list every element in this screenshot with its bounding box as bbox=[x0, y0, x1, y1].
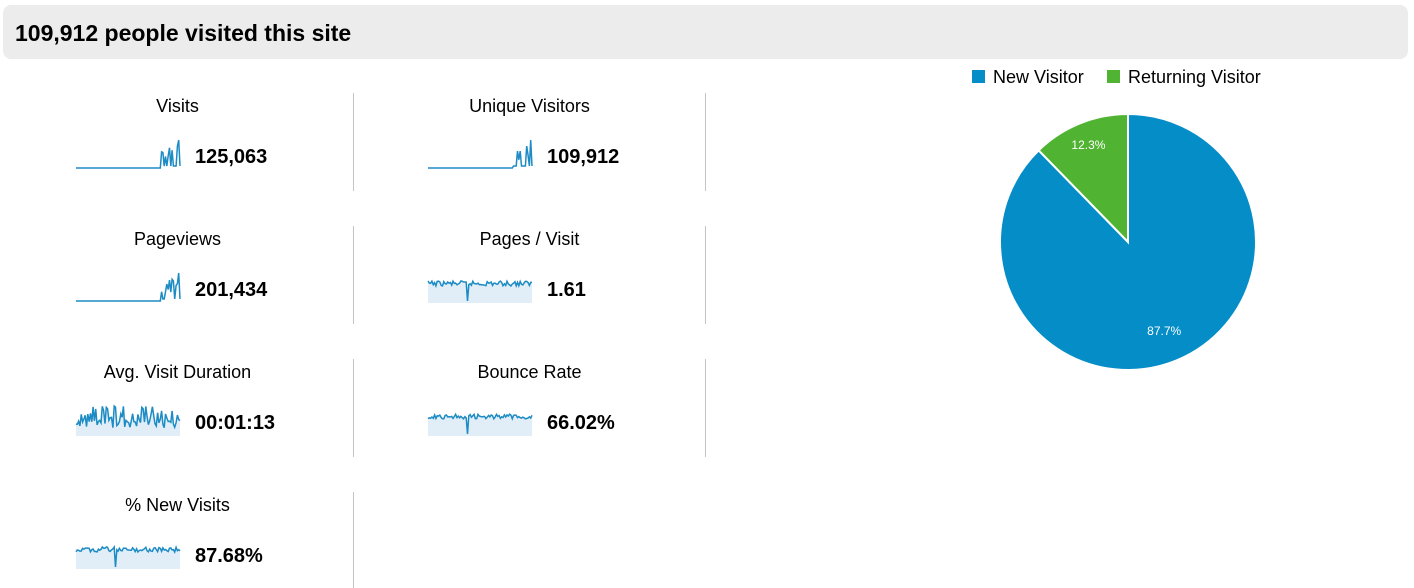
pie-data-label: 87.7% bbox=[1147, 324, 1181, 338]
metric-label: Visits bbox=[156, 96, 199, 116]
sparkline-line bbox=[428, 139, 533, 169]
metric-label: Pages / Visit bbox=[479, 229, 580, 249]
unique-visitors-sparkline bbox=[428, 139, 533, 169]
metric-label: % New Visits bbox=[125, 495, 230, 515]
legend-label: New Visitor bbox=[993, 67, 1084, 87]
sparkline-line bbox=[427, 412, 533, 435]
metric-value: 125,063 bbox=[195, 146, 268, 168]
legend-label: Returning Visitor bbox=[1128, 67, 1261, 87]
metric-new-visits[interactable]: % New Visits 87.68% bbox=[2, 399, 353, 569]
sparkline-line bbox=[76, 139, 181, 169]
new-visits-sparkline bbox=[75, 544, 181, 569]
visitor-type-pie-chart: 87.7% 12.3% bbox=[999, 112, 1257, 371]
summary-header: 109,912 people visited this site bbox=[3, 5, 1408, 59]
metric-value: 66.02% bbox=[547, 412, 615, 434]
metric-bounce-rate[interactable]: Bounce Rate 66.02% bbox=[354, 266, 705, 436]
column-divider bbox=[353, 492, 354, 588]
column-divider bbox=[705, 359, 706, 457]
metric-value: 87.68% bbox=[195, 545, 263, 567]
sparkline-line bbox=[427, 279, 532, 302]
bounce-rate-sparkline bbox=[427, 412, 533, 436]
pie-slice-returning-visitor[interactable] bbox=[1037, 112, 1129, 245]
sparkline-line bbox=[75, 544, 181, 568]
legend-swatch bbox=[1107, 70, 1120, 83]
metric-pageviews[interactable]: Pageviews 201,434 bbox=[2, 133, 353, 302]
column-divider bbox=[705, 93, 706, 191]
sparkline-line bbox=[76, 272, 181, 302]
metric-pages-per-visit[interactable]: Pages / Visit 1.61 bbox=[354, 133, 705, 303]
page-title: 109,912 people visited this site bbox=[15, 20, 352, 46]
metric-visits[interactable]: Visits 125,063 bbox=[2, 0, 353, 169]
avg-visit-duration-sparkline bbox=[75, 404, 181, 436]
column-divider bbox=[353, 226, 354, 324]
column-divider bbox=[353, 359, 354, 457]
metric-value: 109,912 bbox=[547, 146, 620, 168]
metric-avg-visit-duration[interactable]: Avg. Visit Duration 00:01:13 bbox=[2, 266, 353, 436]
sparkline-area bbox=[428, 414, 532, 436]
metric-value: 201,434 bbox=[195, 279, 268, 301]
pie-data-label: 12.3% bbox=[1071, 138, 1105, 152]
metric-label: Pageviews bbox=[133, 229, 222, 249]
metric-label: Unique Visitors bbox=[469, 96, 590, 116]
sparkline-line bbox=[75, 404, 181, 430]
metric-unique-visitors[interactable]: Unique Visitors 109,912 bbox=[354, 0, 705, 169]
metric-value: 00:01:13 bbox=[195, 412, 276, 434]
metric-value: 1.61 bbox=[547, 279, 586, 301]
metric-label: Bounce Rate bbox=[477, 362, 582, 382]
metric-label: Avg. Visit Duration bbox=[103, 362, 252, 382]
legend-swatch bbox=[972, 70, 985, 83]
column-divider bbox=[353, 93, 354, 191]
pageviews-sparkline bbox=[76, 272, 181, 302]
sparkline-area bbox=[76, 547, 180, 569]
column-divider bbox=[705, 226, 706, 324]
visits-sparkline bbox=[76, 139, 181, 169]
pages-per-visit-sparkline bbox=[427, 279, 532, 303]
